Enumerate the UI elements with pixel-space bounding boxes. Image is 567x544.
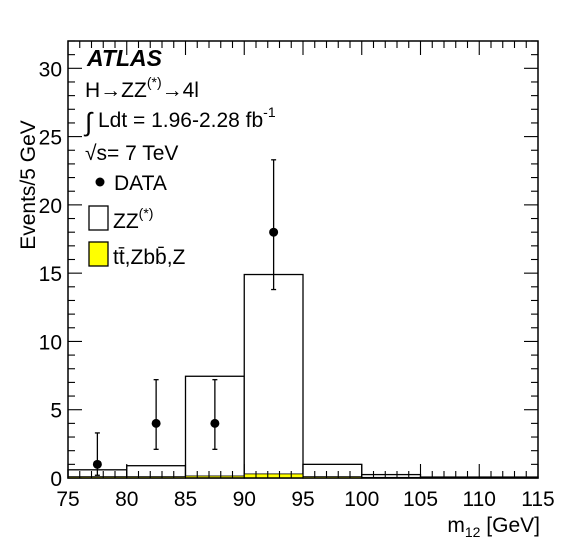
x-tick-label: 100 bbox=[344, 488, 379, 511]
y-tick-label: 5 bbox=[50, 400, 62, 423]
legend-bkg-label: tt̄,Zbb̄,Z bbox=[113, 246, 186, 269]
data-point bbox=[210, 418, 220, 428]
zz-bar bbox=[126, 465, 187, 479]
legend-zz-label: ZZ(*) bbox=[113, 205, 153, 233]
data-point bbox=[92, 459, 102, 469]
y-tick-label: 20 bbox=[39, 195, 62, 218]
atlas-label: ATLAS bbox=[86, 45, 163, 71]
y-tick-label: 15 bbox=[39, 263, 62, 286]
process-label: H→ZZ(*)→4l bbox=[85, 74, 199, 102]
x-axis-title: m12 [GeV] bbox=[447, 514, 540, 540]
data-point bbox=[151, 418, 161, 428]
legend-data-label: DATA bbox=[114, 172, 167, 195]
x-tick-label: 85 bbox=[174, 488, 197, 511]
x-tick-label: 110 bbox=[463, 488, 496, 511]
energy-label: √s= 7 TeV bbox=[85, 142, 178, 165]
y-tick-label: 0 bbox=[50, 468, 62, 491]
legend-data-marker bbox=[95, 177, 105, 187]
legend-bkg-swatch bbox=[88, 241, 109, 267]
zz-bar bbox=[243, 273, 304, 479]
ticks-layer: 75 80 85 90 95 100 105 110 115 0 5 10 15 20 25 30 bbox=[39, 40, 555, 511]
x-tick-label: 95 bbox=[291, 488, 314, 511]
y-tick-label: 25 bbox=[39, 127, 62, 150]
y-tick-label: 30 bbox=[39, 58, 62, 81]
zz-bar bbox=[302, 463, 363, 479]
data-point bbox=[269, 227, 279, 237]
y-axis-title: Events/5 GeV bbox=[17, 120, 40, 250]
luminosity-label: ∫ Ldt = 1.96-2.28 fb-1 bbox=[83, 104, 276, 137]
y-tick-label: 10 bbox=[39, 331, 62, 354]
x-tick-label: 115 bbox=[521, 488, 554, 511]
x-tick-label: 105 bbox=[403, 488, 438, 511]
data-points-layer bbox=[92, 159, 279, 476]
x-tick-label: 90 bbox=[233, 488, 256, 511]
legend: DATA ZZ(*) tt̄,Zbb̄,Z bbox=[88, 172, 186, 269]
legend-zz-swatch bbox=[88, 205, 109, 231]
x-tick-label: 80 bbox=[115, 488, 138, 511]
x-tick-label: 75 bbox=[56, 488, 79, 511]
histogram-layer bbox=[67, 273, 539, 479]
